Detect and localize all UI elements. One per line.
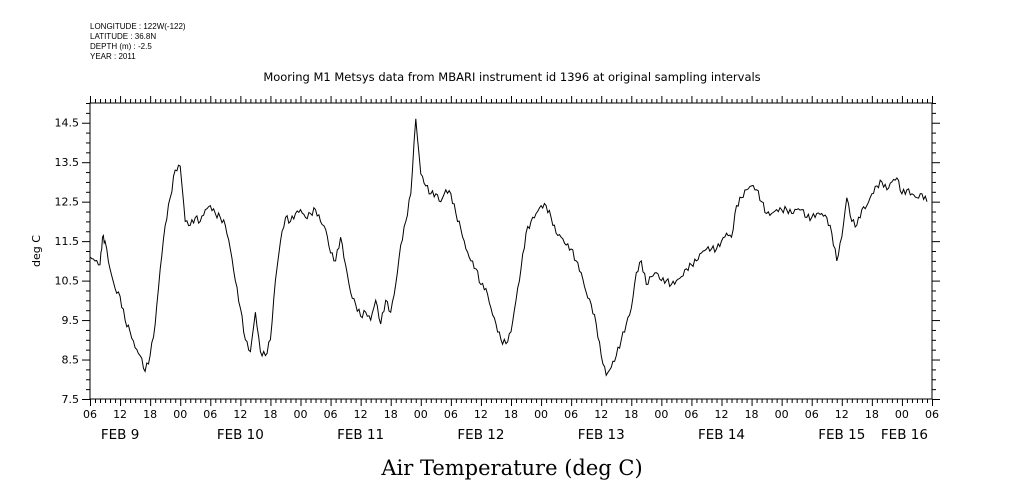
x-axis-labels: 06 12 18 00 06 12 18 00 06 12 18 00 06 12 18 00 06 12 18 00… [83, 408, 939, 421]
x-tick-label: 12 [233, 408, 247, 421]
x-tick-label: 12 [835, 408, 849, 421]
y-tick-label: 14.5 [55, 117, 80, 130]
y-tick-label: 10.5 [55, 275, 80, 288]
x-tick-label: 18 [745, 408, 759, 421]
day-label: FEB 14 [698, 427, 745, 443]
day-label: FEB 11 [337, 427, 384, 443]
x-tick-label: 18 [384, 408, 398, 421]
x-tick-label: 06 [805, 408, 819, 421]
x-tick-label: 00 [534, 408, 548, 421]
day-label: FEB 10 [217, 427, 264, 443]
y-tick-label: 12.5 [55, 196, 80, 209]
y-tick-label: 11.5 [55, 235, 80, 248]
x-tick-label: 18 [143, 408, 157, 421]
plot-frame [89, 102, 933, 400]
longitude-text: LONGITUDE : 122W(-122) [90, 22, 186, 31]
depth-text: DEPTH (m) : -2.5 [90, 42, 152, 51]
x-tick-label: 00 [895, 408, 909, 421]
x-tick-label: 12 [354, 408, 368, 421]
series-line [89, 118, 928, 377]
x-tick-label: 06 [444, 408, 458, 421]
x-tick-label: 06 [83, 408, 97, 421]
x-tick-label: 00 [294, 408, 308, 421]
chart-title: Mooring M1 Metsys data from MBARI instru… [263, 70, 760, 84]
x-tick-label: 06 [203, 408, 217, 421]
y-tick-label: 7.5 [62, 393, 80, 406]
x-tick-label: 18 [504, 408, 518, 421]
year-text: YEAR : 2011 [90, 52, 136, 61]
y-tick-label: 13.5 [55, 156, 80, 169]
x-tick-label: 12 [715, 408, 729, 421]
x-tick-label: 06 [564, 408, 578, 421]
day-label: FEB 15 [818, 427, 865, 443]
x-tick-label: 18 [263, 408, 277, 421]
latitude-text: LATITUDE : 36.8N [90, 32, 157, 41]
y-tick-label: 8.5 [62, 354, 80, 367]
y-axis-labels: 7.5 8.5 9.5 10.5 11.5 12.5 13.5 14.5 [55, 117, 80, 406]
y-tick-label: 9.5 [62, 314, 80, 327]
x-tick-label: 06 [684, 408, 698, 421]
x-tick-label: 06 [324, 408, 338, 421]
x-tick-label: 00 [414, 408, 428, 421]
day-label: FEB 12 [457, 427, 504, 443]
x-tick-label: 12 [594, 408, 608, 421]
metadata-block: LONGITUDE : 122W(-122) LATITUDE : 36.8N … [90, 22, 186, 62]
x-tick-label: 00 [654, 408, 668, 421]
day-label: FEB 9 [101, 427, 139, 443]
x-tick-label: 18 [865, 408, 879, 421]
day-label: FEB 13 [578, 427, 625, 443]
x-tick-label: 12 [474, 408, 488, 421]
axis-ticks [82, 96, 940, 406]
day-labels: FEB 9 FEB 10 FEB 11 FEB 12 FEB 13 FEB 14 FEB 1… [101, 427, 928, 443]
x-tick-label: 00 [775, 408, 789, 421]
x-tick-label: 00 [173, 408, 187, 421]
x-tick-label: 12 [113, 408, 127, 421]
x-tick-label: 18 [624, 408, 638, 421]
x-tick-label: 06 [925, 408, 939, 421]
day-label: FEB 16 [881, 427, 928, 443]
x-axis-title: Air Temperature (deg C) [380, 456, 642, 480]
y-axis-title: deg C [30, 235, 43, 267]
